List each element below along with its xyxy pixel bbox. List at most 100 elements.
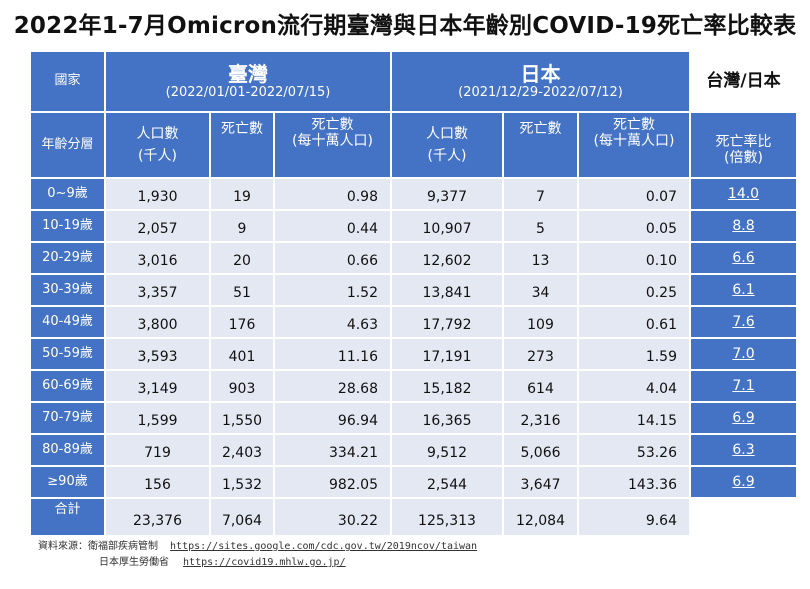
tw-deaths-header: 死亡數	[211, 113, 273, 177]
jp-population-header: 人口數 (千人)	[392, 113, 502, 177]
tw-rate-header: 死亡數 (每十萬人口)	[275, 113, 390, 177]
cell-tw-pop: 2,057	[106, 211, 209, 241]
cell-tw-rate: 334.21	[275, 435, 390, 465]
page-title: 2022年1-7月Omicron流行期臺灣與日本年齡別COVID-19死亡率比較…	[13, 13, 797, 39]
cell-tw-deaths: 20	[211, 243, 273, 273]
cell-tw-rate: 1.52	[275, 275, 390, 305]
cell-jp-pop: 9,512	[392, 435, 502, 465]
cell-jp-pop: 15,182	[392, 371, 502, 401]
per100k-label: (每十萬人口)	[593, 133, 675, 150]
rate-label: 死亡數	[311, 117, 354, 133]
cell-jp-pop: 10,907	[392, 211, 502, 241]
cell-jp-rate: 0.07	[579, 179, 689, 209]
cell-jp-deaths: 5	[504, 211, 577, 241]
cell-jp-rate: 0.61	[579, 307, 689, 337]
age-label: 40-49歲	[31, 307, 104, 337]
age-label: 20-29歲	[31, 243, 104, 273]
cell-tw-pop: 3,800	[106, 307, 209, 337]
cell-tw-deaths: 1,550	[211, 403, 273, 433]
ratio-value: 6.9	[691, 403, 796, 433]
cell-jp-rate: 14.15	[579, 403, 689, 433]
ratio-value: 14.0	[691, 179, 796, 209]
source-link[interactable]: https://sites.google.com/cdc.gov.tw/2019…	[170, 541, 478, 552]
cell-tw-rate: 11.16	[275, 339, 390, 369]
cell-jp-deaths: 273	[504, 339, 577, 369]
cell-tw-pop: 3,593	[106, 339, 209, 369]
rate-label: 死亡數	[613, 117, 655, 133]
total-label: 合計	[31, 499, 104, 535]
population-label: 人口數	[426, 125, 468, 142]
total-tw-rate: 30.22	[275, 499, 390, 535]
source-line-1: 資料來源：衛福部疾病管制 https://sites.google.com/cd…	[38, 537, 477, 552]
mortality-table: 國家 臺灣 (2022/01/01-2022/07/15) 日本 (2021/1…	[31, 52, 796, 535]
cell-tw-rate: 0.44	[275, 211, 390, 241]
country-header: 國家	[31, 52, 104, 111]
cell-tw-pop: 1,930	[106, 179, 209, 209]
total-tw-deaths: 7,064	[211, 499, 273, 535]
cell-tw-rate: 982.05	[275, 467, 390, 497]
cell-jp-rate: 143.36	[579, 467, 689, 497]
total-tw-pop: 23,376	[106, 499, 209, 535]
cell-tw-deaths: 401	[211, 339, 273, 369]
cell-tw-rate: 0.98	[275, 179, 390, 209]
age-label: ≥90歲	[31, 467, 104, 497]
japan-period: (2021/12/29-2022/07/12)	[458, 84, 623, 100]
cell-jp-pop: 17,792	[392, 307, 502, 337]
cell-jp-rate: 0.10	[579, 243, 689, 273]
source-label: 資料來源：衛福部疾病管制	[38, 541, 158, 552]
cell-tw-deaths: 51	[211, 275, 273, 305]
taiwan-header: 臺灣 (2022/01/01-2022/07/15)	[106, 52, 390, 111]
total-ratio-empty	[691, 499, 796, 535]
cell-tw-pop: 156	[106, 467, 209, 497]
cell-jp-pop: 9,377	[392, 179, 502, 209]
cell-tw-rate: 28.68	[275, 371, 390, 401]
ratio-title: 死亡率比	[715, 133, 772, 150]
jp-rate-header: 死亡數 (每十萬人口)	[579, 113, 689, 177]
cell-jp-pop: 16,365	[392, 403, 502, 433]
ratio-value: 6.1	[691, 275, 796, 305]
taiwan-period: (2022/01/01-2022/07/15)	[165, 84, 331, 100]
times-label: (倍數)	[724, 150, 763, 166]
cell-tw-deaths: 9	[211, 211, 273, 241]
ratio-value: 7.0	[691, 339, 796, 369]
tw-population-header: 人口數 (千人)	[106, 113, 209, 177]
cell-jp-rate: 1.59	[579, 339, 689, 369]
thousand-label: (千人)	[427, 148, 467, 164]
cell-tw-rate: 96.94	[275, 403, 390, 433]
cell-tw-deaths: 2,403	[211, 435, 273, 465]
ratio-label: 台灣/日本	[691, 52, 796, 111]
age-label: 80-89歲	[31, 435, 104, 465]
cell-jp-deaths: 13	[504, 243, 577, 273]
age-label: 60-69歲	[31, 371, 104, 401]
taiwan-label: 臺灣	[228, 61, 268, 86]
jp-deaths-header: 死亡數	[504, 113, 577, 177]
cell-tw-rate: 0.66	[275, 243, 390, 273]
cell-jp-rate: 53.26	[579, 435, 689, 465]
cell-jp-deaths: 2,316	[504, 403, 577, 433]
cell-jp-deaths: 7	[504, 179, 577, 209]
age-label: 50-59歲	[31, 339, 104, 369]
ratio-value: 6.9	[691, 467, 796, 497]
total-jp-pop: 125,313	[392, 499, 502, 535]
source2-link[interactable]: https://covid19.mhlw.go.jp/	[183, 557, 346, 568]
source-line-2: 日本厚生勞働省 https://covid19.mhlw.go.jp/	[99, 553, 346, 568]
cell-jp-pop: 13,841	[392, 275, 502, 305]
per100k-label: (每十萬人口)	[292, 133, 373, 150]
cell-tw-pop: 3,016	[106, 243, 209, 273]
cell-jp-deaths: 614	[504, 371, 577, 401]
cell-jp-rate: 4.04	[579, 371, 689, 401]
ratio-header: 死亡率比 (倍數)	[691, 113, 796, 177]
ratio-value: 7.1	[691, 371, 796, 401]
total-jp-rate: 9.64	[579, 499, 689, 535]
cell-jp-deaths: 34	[504, 275, 577, 305]
source2-label: 日本厚生勞働省	[99, 557, 169, 568]
cell-jp-deaths: 3,647	[504, 467, 577, 497]
ratio-value: 7.6	[691, 307, 796, 337]
cell-tw-pop: 1,599	[106, 403, 209, 433]
age-group-header: 年齡分層	[31, 113, 104, 177]
cell-jp-rate: 0.25	[579, 275, 689, 305]
age-label: 70-79歲	[31, 403, 104, 433]
ratio-value: 6.3	[691, 435, 796, 465]
population-label: 人口數	[136, 125, 179, 142]
cell-jp-pop: 17,191	[392, 339, 502, 369]
